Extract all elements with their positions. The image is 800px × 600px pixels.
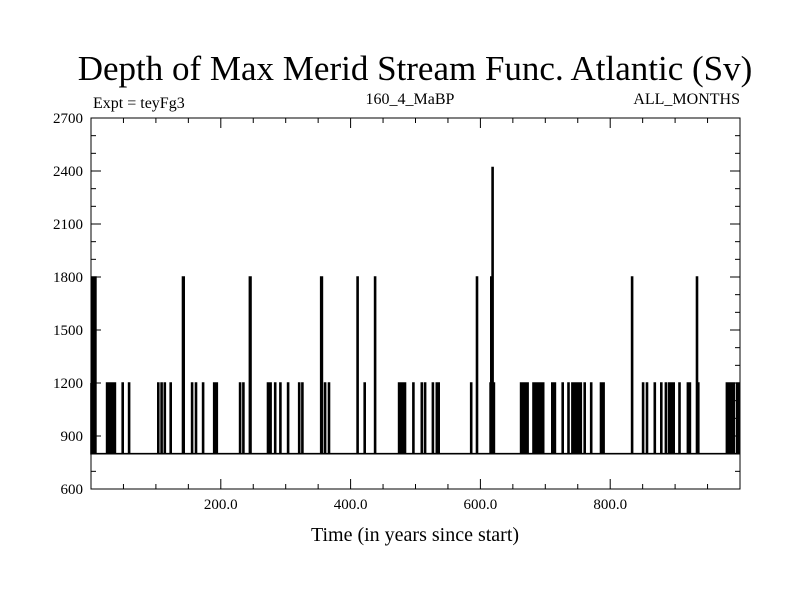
plot-area bbox=[90, 166, 741, 455]
y-tick-label: 1200 bbox=[53, 376, 83, 392]
months-label: ALL_MONTHS bbox=[633, 91, 740, 108]
experiment-label: Expt = teyFg3 bbox=[93, 95, 185, 112]
series-line bbox=[90, 166, 741, 455]
run-label: 160_4_MaBP bbox=[366, 91, 455, 108]
y-tick-label: 600 bbox=[61, 482, 84, 498]
y-tick-label: 2100 bbox=[53, 217, 83, 233]
x-tick-label: 600.0 bbox=[464, 497, 498, 513]
x-tick-label: 800.0 bbox=[593, 497, 627, 513]
axis-ticks bbox=[91, 117, 740, 490]
y-tick-label: 1500 bbox=[53, 323, 83, 339]
y-tick-label: 1800 bbox=[53, 270, 83, 286]
x-tick-label: 200.0 bbox=[204, 497, 238, 513]
y-tick-label: 900 bbox=[61, 429, 84, 445]
x-axis-label: Time (in years since start) bbox=[311, 524, 519, 546]
axis-tick-labels: 600 900 1200 1500 1800 2100 2400 2700 200.0 400.0… bbox=[53, 111, 627, 513]
y-tick-label: 2700 bbox=[53, 111, 83, 127]
chart-title: Depth of Max Merid Stream Func. Atlantic… bbox=[78, 49, 753, 88]
y-tick-label: 2400 bbox=[53, 164, 83, 180]
x-tick-label: 400.0 bbox=[334, 497, 368, 513]
